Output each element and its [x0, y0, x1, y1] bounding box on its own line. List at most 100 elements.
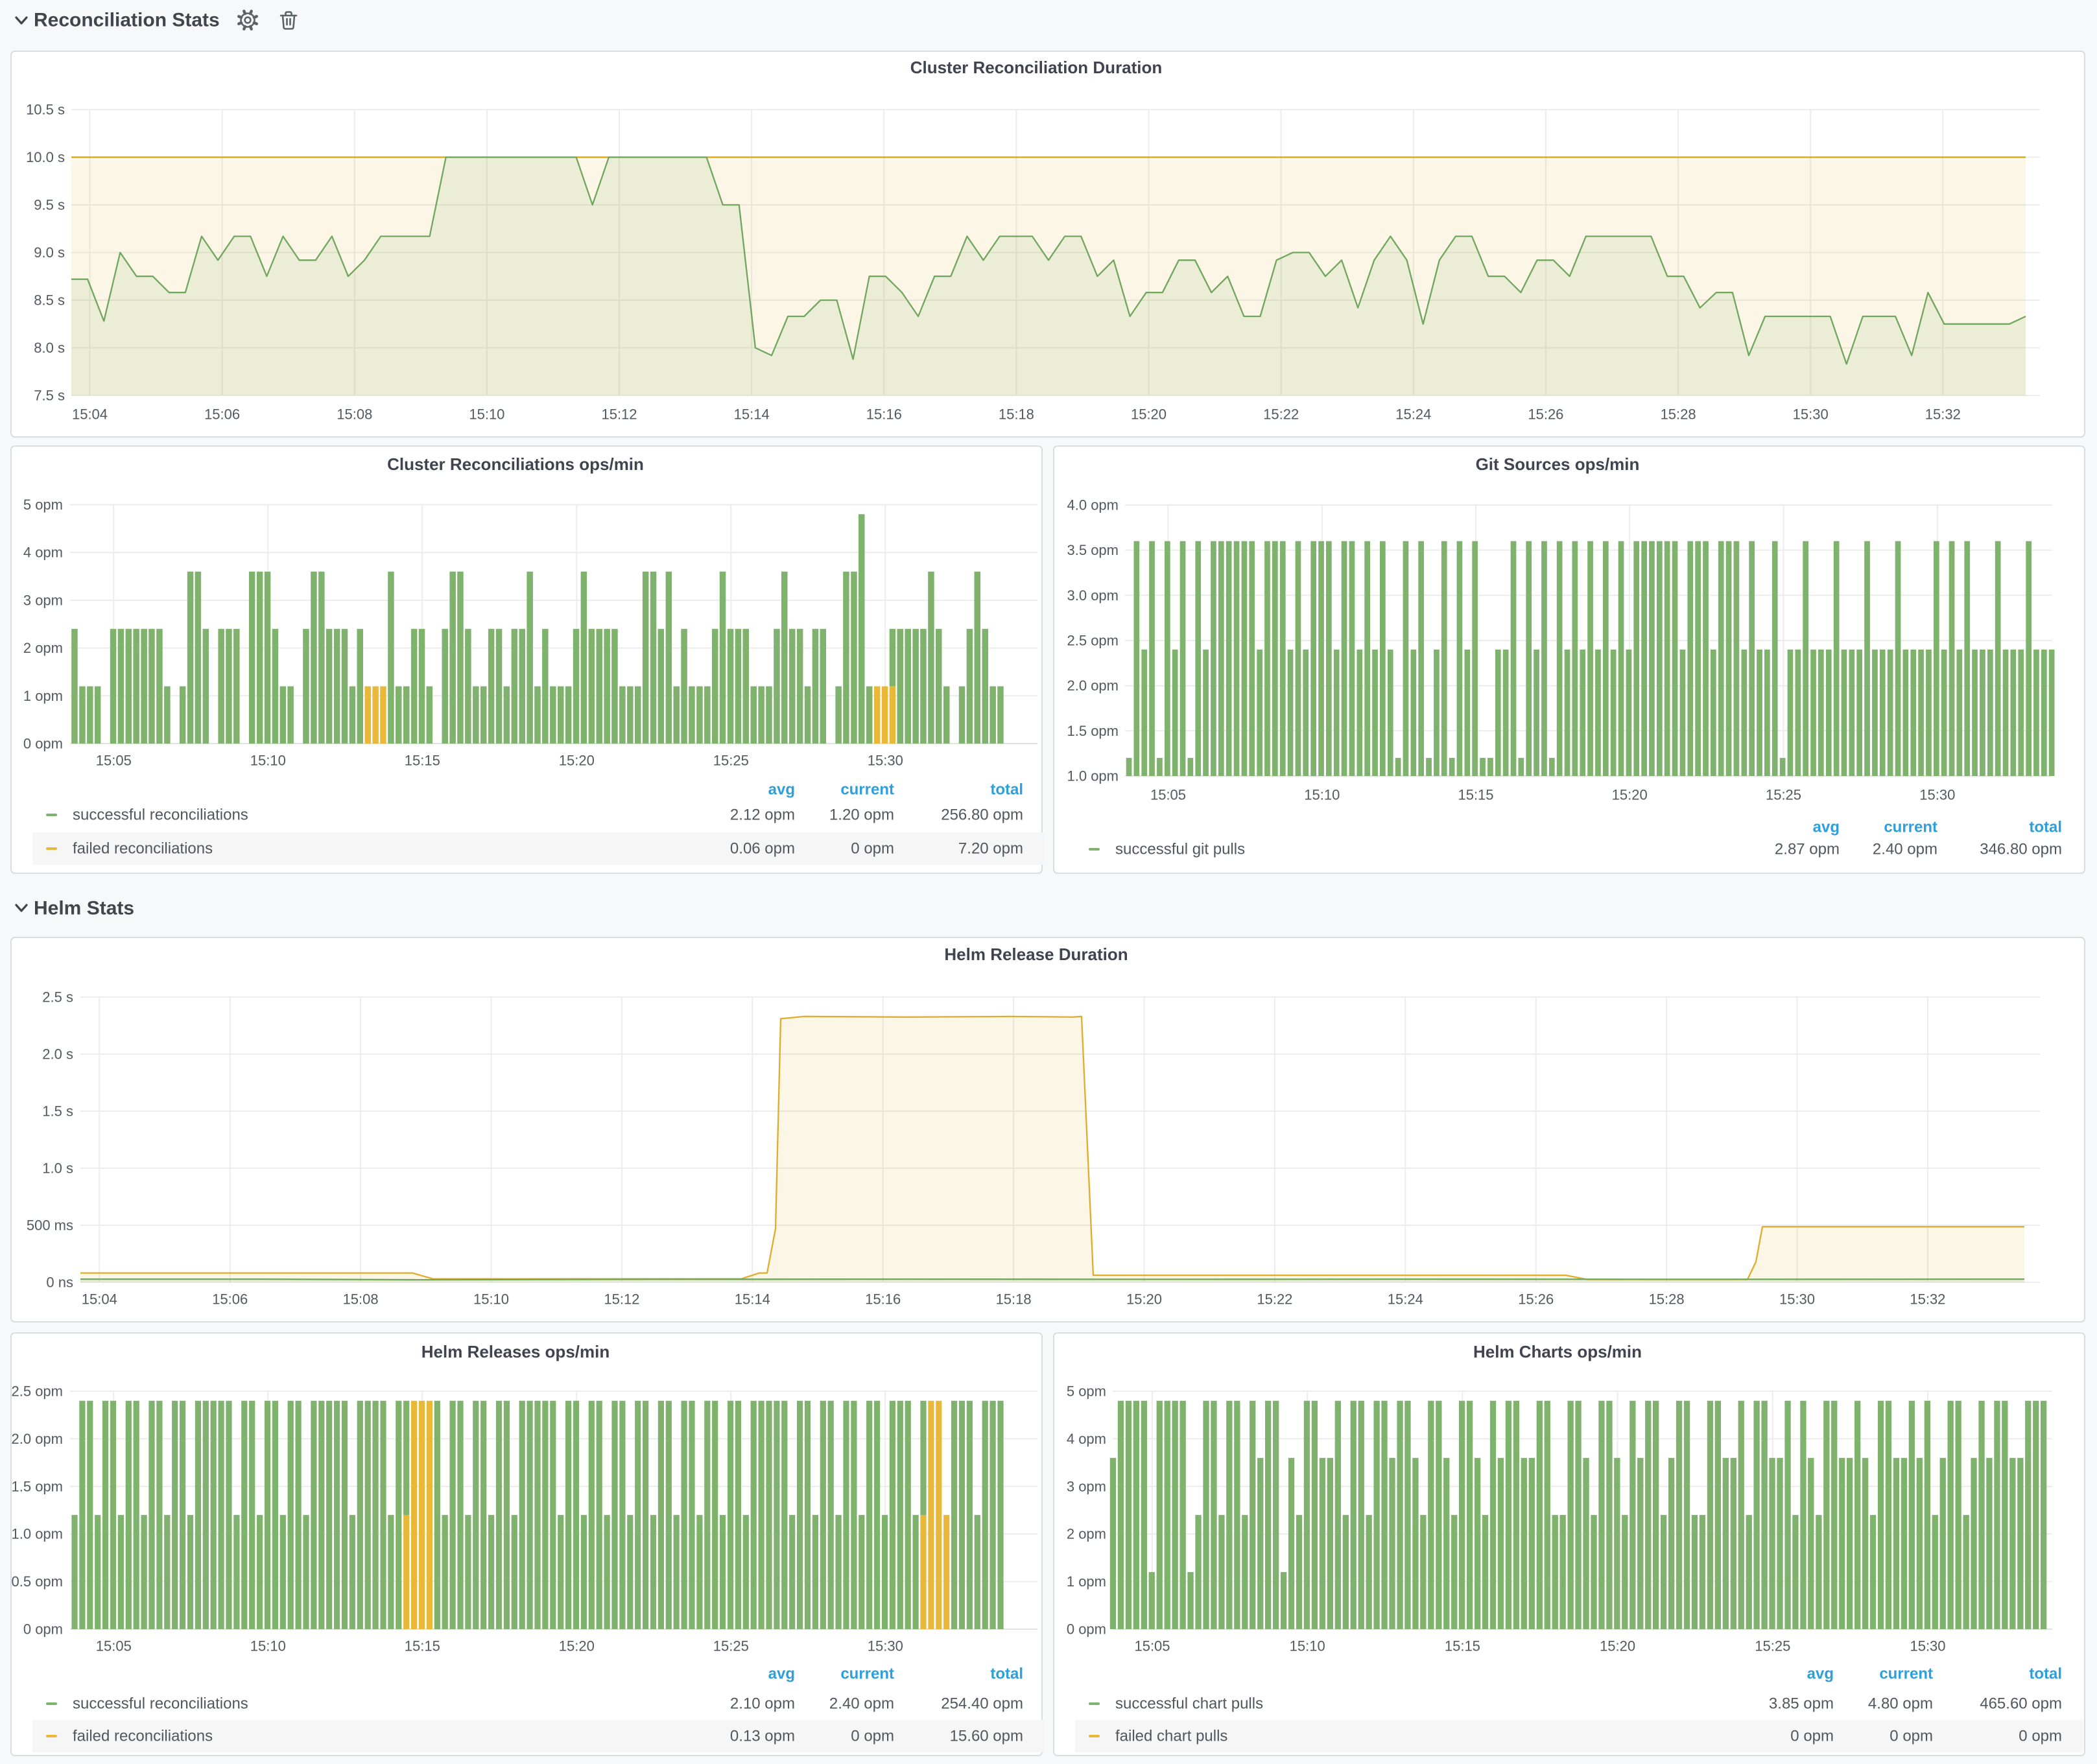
svg-text:Helm Release Duration: Helm Release Duration: [944, 945, 1128, 964]
svg-text:avg: avg: [768, 1665, 795, 1683]
svg-text:15:32: 15:32: [1910, 1291, 1945, 1308]
svg-text:15:26: 15:26: [1528, 406, 1563, 423]
svg-text:2.12 opm: 2.12 opm: [730, 806, 795, 824]
svg-text:1.5 s: 1.5 s: [42, 1103, 73, 1120]
svg-text:0 opm: 0 opm: [1790, 1728, 1834, 1745]
svg-text:3.5 opm: 3.5 opm: [1067, 542, 1119, 558]
svg-text:2.0 s: 2.0 s: [42, 1046, 73, 1063]
svg-text:0.5 opm: 0.5 opm: [12, 1573, 64, 1590]
svg-text:15:30: 15:30: [868, 753, 903, 769]
svg-text:15:30: 15:30: [1910, 1638, 1945, 1654]
svg-text:15:20: 15:20: [1131, 406, 1167, 423]
svg-text:15:06: 15:06: [204, 406, 240, 423]
svg-text:0 opm: 0 opm: [1890, 1728, 1933, 1745]
svg-text:3.0 opm: 3.0 opm: [1067, 587, 1119, 604]
svg-text:15:14: 15:14: [735, 1291, 770, 1308]
svg-text:15:12: 15:12: [601, 406, 637, 423]
svg-text:avg: avg: [768, 781, 795, 799]
svg-text:1 opm: 1 opm: [1067, 1573, 1106, 1590]
svg-text:15:20: 15:20: [559, 1638, 595, 1654]
svg-text:15:20: 15:20: [1126, 1291, 1162, 1308]
svg-text:15:15: 15:15: [1445, 1638, 1480, 1654]
svg-text:3.85 opm: 3.85 opm: [1769, 1695, 1834, 1713]
svg-text:2 opm: 2 opm: [1067, 1526, 1106, 1542]
svg-text:15:20: 15:20: [559, 753, 595, 769]
svg-text:0 opm: 0 opm: [851, 1728, 894, 1745]
svg-text:0 opm: 0 opm: [1067, 1621, 1106, 1638]
svg-text:total: total: [2029, 1665, 2062, 1683]
svg-text:7.20 opm: 7.20 opm: [958, 840, 1023, 858]
svg-text:15:05: 15:05: [96, 1638, 132, 1654]
svg-text:10.0 s: 10.0 s: [26, 149, 65, 165]
svg-text:15:22: 15:22: [1263, 406, 1299, 423]
svg-text:successful reconciliations: successful reconciliations: [73, 806, 248, 824]
svg-text:3 opm: 3 opm: [23, 592, 63, 608]
svg-text:failed chart pulls: failed chart pulls: [1115, 1728, 1227, 1745]
svg-text:total: total: [2029, 819, 2062, 836]
svg-text:500 ms: 500 ms: [27, 1217, 73, 1234]
svg-text:15:24: 15:24: [1388, 1291, 1423, 1308]
svg-text:15:10: 15:10: [250, 753, 286, 769]
svg-text:15:05: 15:05: [1134, 1638, 1170, 1654]
svg-text:346.80 opm: 346.80 opm: [1980, 841, 2062, 858]
svg-text:15:20: 15:20: [1600, 1638, 1635, 1654]
svg-text:465.60 opm: 465.60 opm: [1980, 1695, 2062, 1713]
svg-text:2.5 opm: 2.5 opm: [1067, 633, 1119, 649]
svg-text:Helm Releases ops/min: Helm Releases ops/min: [421, 1342, 610, 1361]
svg-text:15:26: 15:26: [1518, 1291, 1554, 1308]
svg-text:0 opm: 0 opm: [23, 1621, 63, 1638]
svg-text:4.80 opm: 4.80 opm: [1868, 1695, 1933, 1713]
svg-text:4.0 opm: 4.0 opm: [1067, 497, 1119, 513]
svg-text:15:25: 15:25: [713, 1638, 749, 1654]
svg-text:2.10 opm: 2.10 opm: [730, 1695, 795, 1713]
svg-text:2 opm: 2 opm: [23, 640, 63, 656]
svg-text:15:15: 15:15: [1458, 787, 1493, 803]
svg-text:15:04: 15:04: [72, 406, 108, 423]
svg-text:15:10: 15:10: [250, 1638, 286, 1654]
svg-text:Helm Stats: Helm Stats: [34, 898, 134, 919]
svg-text:10.5 s: 10.5 s: [26, 102, 65, 118]
svg-text:3 opm: 3 opm: [1067, 1478, 1106, 1494]
svg-text:15:30: 15:30: [868, 1638, 903, 1654]
svg-text:avg: avg: [1813, 819, 1840, 836]
svg-text:current: current: [840, 1665, 894, 1683]
svg-text:0.06 opm: 0.06 opm: [730, 840, 795, 858]
svg-text:9.5 s: 9.5 s: [34, 197, 65, 213]
svg-text:8.0 s: 8.0 s: [34, 340, 65, 356]
svg-text:2.5 opm: 2.5 opm: [12, 1383, 64, 1400]
svg-text:total: total: [990, 781, 1023, 799]
svg-text:0 opm: 0 opm: [23, 736, 63, 752]
svg-text:15:25: 15:25: [1755, 1638, 1790, 1654]
svg-text:2.40 opm: 2.40 opm: [829, 1695, 894, 1713]
svg-text:15:14: 15:14: [734, 406, 770, 423]
svg-text:7.5 s: 7.5 s: [34, 388, 65, 404]
svg-text:2.40 opm: 2.40 opm: [1873, 841, 1937, 858]
svg-text:Helm Charts ops/min: Helm Charts ops/min: [1473, 1342, 1642, 1361]
svg-text:15:10: 15:10: [473, 1291, 509, 1308]
svg-text:successful git pulls: successful git pulls: [1115, 841, 1245, 858]
svg-text:15:30: 15:30: [1919, 787, 1955, 803]
svg-text:8.5 s: 8.5 s: [34, 292, 65, 309]
svg-text:2.5 s: 2.5 s: [42, 989, 73, 1005]
svg-text:1.20 opm: 1.20 opm: [829, 806, 894, 824]
svg-text:15:30: 15:30: [1779, 1291, 1815, 1308]
svg-text:2.87 opm: 2.87 opm: [1775, 841, 1840, 858]
svg-text:Reconciliation Stats: Reconciliation Stats: [34, 10, 220, 31]
svg-text:Cluster Reconciliations ops/mi: Cluster Reconciliations ops/min: [387, 454, 644, 474]
svg-text:current: current: [1884, 819, 1937, 836]
svg-text:current: current: [1879, 1665, 1933, 1683]
svg-text:failed reconciliations: failed reconciliations: [73, 840, 213, 858]
svg-text:Git Sources ops/min: Git Sources ops/min: [1476, 454, 1640, 474]
svg-text:15:20: 15:20: [1612, 787, 1648, 803]
svg-text:9.0 s: 9.0 s: [34, 244, 65, 261]
svg-text:15:28: 15:28: [1649, 1291, 1685, 1308]
svg-text:Cluster Reconciliation Duratio: Cluster Reconciliation Duration: [910, 58, 1163, 77]
svg-text:15:10: 15:10: [1290, 1638, 1325, 1654]
svg-text:15:25: 15:25: [1766, 787, 1801, 803]
svg-text:1 opm: 1 opm: [23, 688, 63, 704]
svg-text:2.0 opm: 2.0 opm: [1067, 677, 1119, 694]
svg-text:0 opm: 0 opm: [851, 840, 894, 858]
svg-text:4 opm: 4 opm: [1067, 1431, 1106, 1447]
svg-text:4 opm: 4 opm: [23, 545, 63, 561]
svg-text:15:15: 15:15: [405, 1638, 440, 1654]
